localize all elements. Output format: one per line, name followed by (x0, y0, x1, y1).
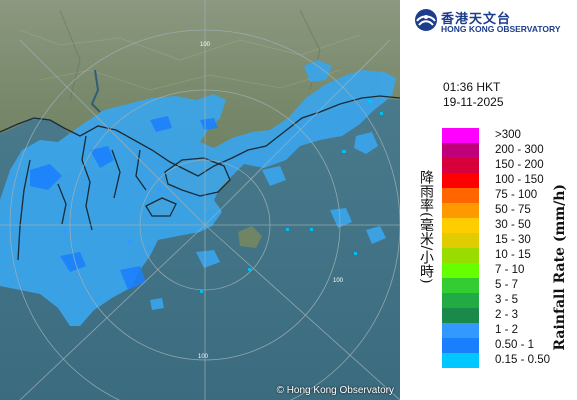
legend-swatch (442, 323, 479, 338)
legend-swatch (442, 173, 479, 188)
legend-row: 200 - 300 (442, 143, 572, 158)
legend-row: 30 - 50 (442, 218, 572, 233)
range-label-north: 100 (200, 42, 211, 48)
legend-swatch (442, 338, 479, 353)
legend-swatch (442, 278, 479, 293)
logo-chinese-text: 香港天文台 (441, 12, 512, 27)
legend-swatch (442, 233, 479, 248)
legend-label: 7 - 10 (495, 264, 525, 276)
legend-swatch (442, 128, 479, 143)
legend-row: 5 - 7 (442, 278, 572, 293)
legend-label: 1 - 2 (495, 324, 519, 336)
legend-label: 0.50 - 1 (495, 339, 534, 351)
hko-logo-icon (415, 9, 437, 31)
rain-moderate-cells (64, 188, 161, 244)
legend-label: 100 - 150 (495, 174, 544, 186)
side-panel: 香港天文台 HONG KONG OBSERVATORY 01:36 HKT 19… (400, 0, 577, 400)
legend-row: 75 - 100 (442, 188, 572, 203)
range-rings (0, 0, 400, 400)
legend-label: 15 - 30 (495, 234, 531, 246)
legend-label: 50 - 75 (495, 204, 531, 216)
legend-label: 0.15 - 0.50 (495, 354, 550, 366)
legend-row: 0.15 - 0.50 (442, 353, 572, 368)
legend-row: 3 - 5 (442, 293, 572, 308)
legend-swatch (442, 143, 479, 158)
range-label-east: 100 (333, 278, 344, 284)
rain-echoes (0, 60, 396, 326)
legend-label: 3 - 5 (495, 294, 519, 306)
legend-swatch (442, 308, 479, 323)
legend-swatch (442, 248, 479, 263)
rainfall-legend: >300 200 - 300 150 - 200 100 - 150 75 - 100 5… (442, 128, 572, 368)
radar-map-image: 100 100 100 (0, 0, 400, 400)
legend-row: 15 - 30 (442, 233, 572, 248)
range-label-south: 100 (198, 354, 209, 360)
rain-dark-patches (30, 116, 218, 290)
legend-label: 30 - 50 (495, 219, 531, 231)
legend-row: 2 - 3 (442, 308, 572, 323)
legend-swatch (442, 293, 479, 308)
legend-swatch (442, 218, 479, 233)
legend-swatch (442, 263, 479, 278)
legend-row: 0.50 - 1 (442, 338, 572, 353)
coastlines (0, 95, 400, 261)
legend-row: 100 - 150 (442, 173, 572, 188)
legend-title-chinese: 降雨率(毫米/小時) (418, 170, 434, 284)
legend-swatch (442, 188, 479, 203)
radar-map[interactable]: 100 100 100 © Hong Kong Observatory (0, 0, 400, 400)
observation-date: 19-11-2025 (443, 95, 504, 109)
copyright-notice: © Hong Kong Observatory (276, 385, 394, 396)
land-mainland (0, 0, 400, 178)
legend-swatch (442, 158, 479, 173)
legend-row: 10 - 15 (442, 248, 572, 263)
legend-label: 5 - 7 (495, 279, 519, 291)
legend-row: 7 - 10 (442, 263, 572, 278)
legend-row: 150 - 200 (442, 158, 572, 173)
legend-swatch (442, 203, 479, 218)
legend-row: >300 (442, 128, 572, 143)
hko-logo[interactable]: 香港天文台 HONG KONG OBSERVATORY (414, 6, 574, 42)
observation-time: 01:36 HKT (443, 80, 501, 94)
legend-swatch (442, 353, 479, 368)
legend-label: >300 (495, 129, 521, 141)
logo-english-text: HONG KONG OBSERVATORY (441, 24, 561, 34)
legend-label: 150 - 200 (495, 159, 544, 171)
legend-label: 75 - 100 (495, 189, 538, 201)
land-south-patch (238, 226, 262, 248)
legend-label: 2 - 3 (495, 309, 519, 321)
legend-row: 50 - 75 (442, 203, 572, 218)
legend-row: 1 - 2 (442, 323, 572, 338)
legend-title-english: Rainfall Rate (mm/h) (552, 184, 568, 351)
rain-light-specks (200, 100, 383, 293)
legend-label: 200 - 300 (495, 144, 544, 156)
legend-label: 10 - 15 (495, 249, 531, 261)
